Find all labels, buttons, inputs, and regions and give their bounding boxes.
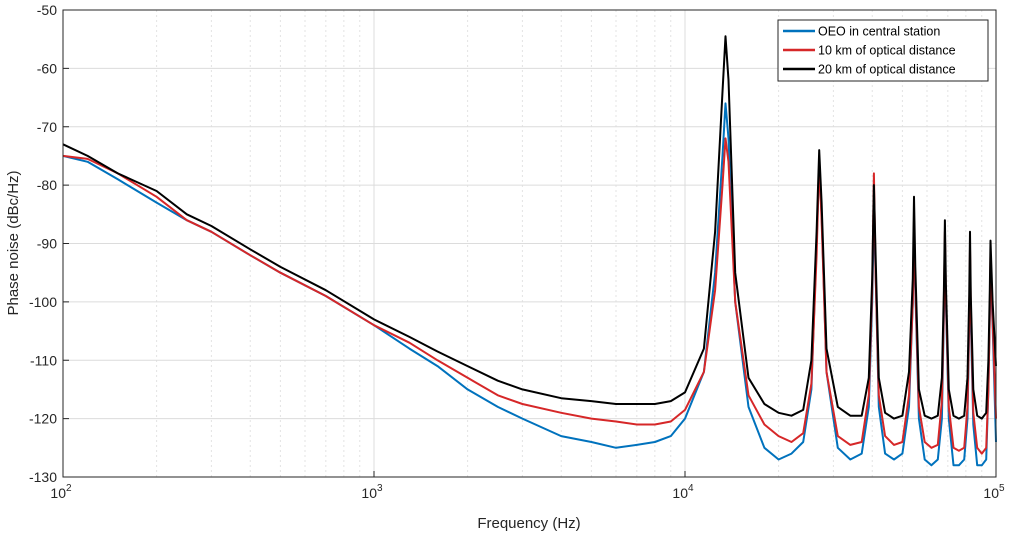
legend-label-20km: 20 km of optical distance xyxy=(818,63,956,77)
y-axis-ticks: -50 -60 -70 -80 -90 -100 -110 -120 -130 xyxy=(29,2,69,485)
y-tick-label: -80 xyxy=(37,177,57,193)
x-axis-label: Frequency (Hz) xyxy=(477,515,580,532)
series-layer xyxy=(62,35,997,467)
series-line-0 xyxy=(62,102,997,467)
series-line-2 xyxy=(62,35,997,420)
x-axis-ticks: 102 103 104 105 xyxy=(50,471,1005,501)
y-tick-label: -90 xyxy=(37,236,57,252)
y-tick-label: -120 xyxy=(29,411,57,427)
y-tick-label: -50 xyxy=(37,2,57,18)
y-tick-label: -110 xyxy=(30,352,57,368)
y-axis-label: Phase noise (dBc/Hz) xyxy=(5,170,22,315)
x-tick-label: 103 xyxy=(361,483,383,501)
legend-label-10km: 10 km of optical distance xyxy=(818,44,956,58)
y-tick-label: -130 xyxy=(29,469,57,485)
y-tick-label: -100 xyxy=(29,294,57,310)
y-tick-label: -70 xyxy=(37,119,57,135)
grid xyxy=(62,9,997,478)
series-line-1 xyxy=(62,137,997,455)
y-tick-label: -60 xyxy=(37,60,57,76)
x-tick-label: 104 xyxy=(672,483,694,501)
legend-label-oeo: OEO in central station xyxy=(818,25,940,39)
legend: OEO in central station 10 km of optical … xyxy=(777,19,989,82)
x-tick-label: 105 xyxy=(983,483,1005,501)
x-tick-label: 102 xyxy=(50,483,72,501)
